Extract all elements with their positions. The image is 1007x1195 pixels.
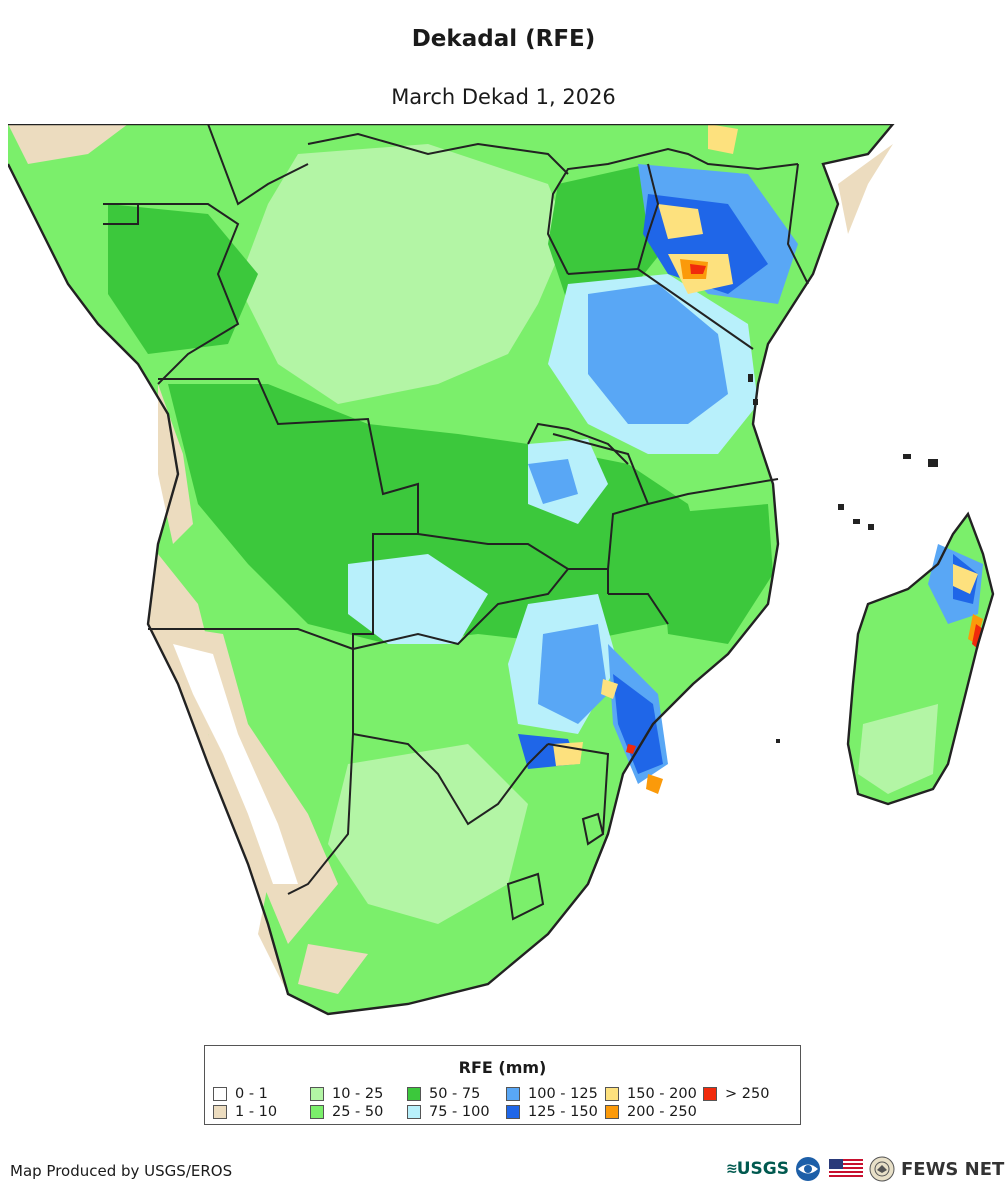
yellow-kenya-1 xyxy=(658,204,703,239)
usgs-logo: ≋ USGS xyxy=(726,1159,789,1179)
rainfall-map xyxy=(8,124,995,1016)
state-department-seal-icon xyxy=(869,1156,895,1182)
islands xyxy=(748,374,938,743)
legend-item-150-200: 150 - 200 xyxy=(605,1086,697,1102)
legend-swatch xyxy=(506,1105,520,1119)
legend-swatch xyxy=(605,1105,619,1119)
green-central xyxy=(168,384,708,644)
usgs-mark-icon: ≋ xyxy=(726,1161,738,1177)
orange-mozambique xyxy=(646,774,663,794)
country-borders xyxy=(103,124,809,921)
light-green-drc xyxy=(238,144,568,404)
fews-net-logo: FEWS NET xyxy=(900,1158,1005,1180)
map-title: Dekadal (RFE) xyxy=(411,26,596,52)
legend-swatch xyxy=(703,1087,717,1101)
legend-swatch xyxy=(407,1087,421,1101)
legend-item-200-250: 200 - 250 xyxy=(605,1104,697,1120)
legend-swatch xyxy=(213,1087,227,1101)
green-mozambique xyxy=(658,504,773,644)
green-northwest xyxy=(108,204,258,354)
us-flag-icon xyxy=(828,1159,863,1179)
legend-item-0-1: 0 - 1 xyxy=(213,1086,268,1102)
legend-item-50-75: 50 - 75 xyxy=(407,1086,480,1102)
legend-swatch xyxy=(605,1087,619,1101)
coastline xyxy=(8,124,895,1016)
legend-item-10-25: 10 - 25 xyxy=(310,1086,383,1102)
white-namib xyxy=(173,644,298,884)
legend-swatch xyxy=(213,1105,227,1119)
dry-north xyxy=(8,124,128,164)
light-green-south xyxy=(328,744,528,924)
legend-item-125-150: 125 - 150 xyxy=(506,1104,598,1120)
legend-item-75-100: 75 - 100 xyxy=(407,1104,490,1120)
legend-item-25-50: 25 - 50 xyxy=(310,1104,383,1120)
red-kenya xyxy=(690,264,706,274)
legend-item-100-125: 100 - 125 xyxy=(506,1086,598,1102)
blue-light-zambia xyxy=(348,554,488,644)
yellow-north xyxy=(708,124,738,154)
dry-karoo xyxy=(298,944,368,994)
yellow-mozambique xyxy=(601,679,618,699)
legend: RFE (mm) 0 - 1 1 - 10 10 - 25 25 - 50 50… xyxy=(204,1045,801,1125)
darkblue-mozambique xyxy=(613,674,663,774)
red-madagascar xyxy=(972,624,983,649)
legend-title: RFE (mm) xyxy=(458,1058,547,1077)
yellow-madagascar xyxy=(953,564,978,594)
light-green-madagascar xyxy=(858,704,938,794)
blue-zimbabwe xyxy=(538,624,608,724)
map-credit: Map Produced by USGS/EROS xyxy=(10,1162,233,1180)
map-subtitle: March Dekad 1, 2026 xyxy=(391,85,616,109)
blue-tanzania xyxy=(588,284,728,424)
red-mozambique xyxy=(626,744,636,754)
dry-horn xyxy=(838,144,893,234)
logos: ≋ USGS FEWS NET xyxy=(726,1156,1004,1182)
legend-item-1-10: 1 - 10 xyxy=(213,1104,277,1120)
blue-malawi-spot xyxy=(528,459,578,504)
legend-swatch xyxy=(310,1087,324,1101)
legend-swatch xyxy=(506,1087,520,1101)
legend-swatch xyxy=(407,1105,421,1119)
noaa-logo-icon xyxy=(795,1157,820,1181)
legend-swatch xyxy=(310,1105,324,1119)
madagascar-coast xyxy=(846,511,995,806)
legend-item-gt-250: > 250 xyxy=(703,1086,769,1102)
